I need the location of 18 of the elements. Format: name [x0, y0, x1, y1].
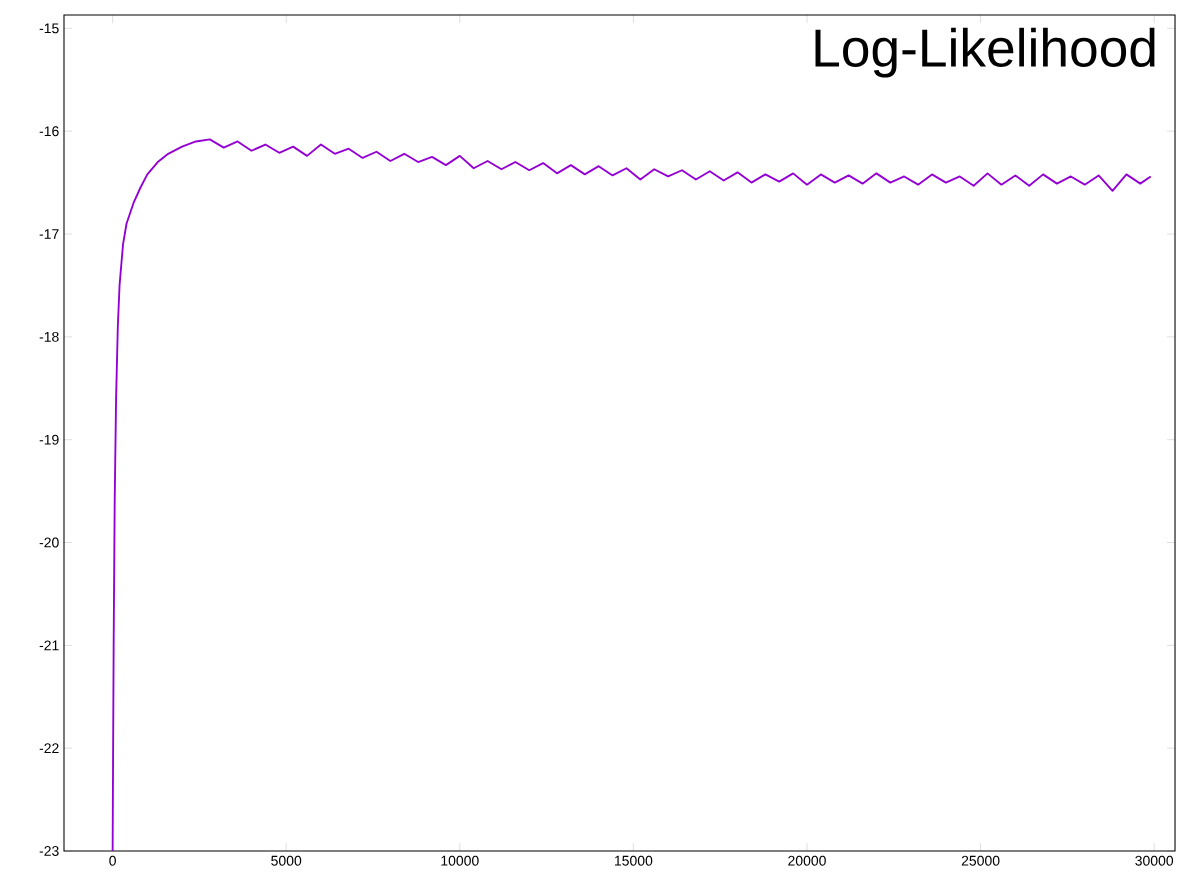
- y-tick-label: -17: [39, 229, 59, 239]
- chart-title: Log-Likelihood: [815, 27, 1155, 78]
- y-tick-label: -21: [39, 640, 59, 651]
- y-tick-label: -22: [39, 743, 59, 754]
- y-tick-label: -23: [39, 846, 59, 856]
- x-tick-label: 30000: [1135, 855, 1174, 866]
- x-tick-label: 5000: [271, 855, 302, 866]
- y-tick-label: -18: [39, 331, 59, 342]
- line-series: [111, 138, 1152, 851]
- x-tick-label: 20000: [788, 855, 826, 866]
- y-tick-label: -15: [39, 23, 59, 34]
- x-tick-label: 25000: [961, 855, 1000, 866]
- x-tick-label: 15000: [615, 855, 653, 866]
- y-tick-label: -16: [39, 126, 59, 137]
- x-tick-label: 10000: [441, 855, 479, 866]
- y-tick-label: -19: [39, 434, 59, 445]
- x-tick-label: 0: [109, 855, 116, 866]
- y-tick-label: -20: [39, 537, 59, 548]
